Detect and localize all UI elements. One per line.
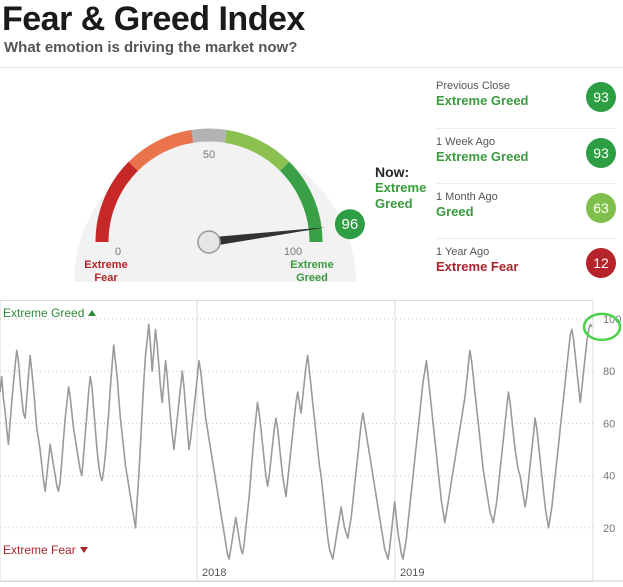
triangle-down-icon <box>79 547 88 553</box>
fear-greed-gauge: 0 50 100 Extreme Fear Extreme Greed 96 <box>74 128 365 284</box>
y-tick-label-0: 20 <box>603 523 615 535</box>
series-line <box>0 323 593 560</box>
history-divider <box>436 183 616 184</box>
history-divider <box>436 238 616 239</box>
header-divider <box>0 67 623 68</box>
chart-frame <box>0 300 594 582</box>
gauge-arc-segment-2 <box>191 128 227 143</box>
history-rating: Extreme Fear <box>436 259 519 274</box>
history-score: 12 <box>586 248 616 278</box>
chart-bottom-label-text: Extreme Fear <box>3 543 76 557</box>
gauge-max-label: 100 <box>284 246 302 258</box>
history-1-year-ago: 1 Year Ago Extreme Fear 12 <box>436 246 616 290</box>
history-label: 1 Year Ago <box>436 246 490 258</box>
history-label: Previous Close <box>436 80 510 92</box>
gauge-min-label: 0 <box>115 246 121 258</box>
chart-extreme-fear-label: Extreme Fear <box>3 543 88 557</box>
gauge-right-label-2: Greed <box>296 272 328 284</box>
history-1-month-ago: 1 Month Ago Greed 63 <box>436 191 616 235</box>
now-label: Now: <box>375 164 410 180</box>
gauge-mid-label: 50 <box>203 149 215 161</box>
gauge-value: 96 <box>342 216 359 233</box>
page-title: Fear & Greed Index <box>2 0 305 38</box>
history-rating: Extreme Greed <box>436 93 529 108</box>
y-tick-label-4: 100 <box>603 314 621 326</box>
page-subtitle: What emotion is driving the market now? <box>4 39 298 56</box>
history-previous-close: Previous Close Extreme Greed 93 <box>436 80 616 124</box>
history-line-chart: 20 40 60 80 100 2018 2019 <box>0 300 623 582</box>
gauge-arc-segment-0 <box>95 161 139 243</box>
gauge-needle <box>208 227 327 247</box>
chart-top-label-text: Extreme Greed <box>3 306 85 320</box>
gauge-arc-segment-4 <box>279 161 323 243</box>
x-tick-label-1: 2019 <box>400 567 424 579</box>
now-value: Extreme Greed <box>375 180 427 211</box>
history-divider <box>436 128 616 129</box>
history-label: 1 Month Ago <box>436 191 498 203</box>
latest-value-highlight <box>582 312 622 342</box>
gauge-left-label-2: Fear <box>94 272 118 284</box>
history-rating: Greed <box>436 204 474 219</box>
history-1-week-ago: 1 Week Ago Extreme Greed 93 <box>436 136 616 180</box>
history-rating: Extreme Greed <box>436 149 529 164</box>
gauge-arc-segment-3 <box>224 129 290 172</box>
history-score: 93 <box>586 82 616 112</box>
x-tick-label-0: 2018 <box>202 567 226 579</box>
gauge-right-label-1: Extreme <box>290 259 333 271</box>
y-tick-label-1: 40 <box>603 471 615 483</box>
chart-extreme-greed-label: Extreme Greed <box>3 306 97 320</box>
gauge-hub <box>197 230 221 254</box>
gauge-value-circle <box>334 209 365 240</box>
y-tick-label-3: 80 <box>603 366 615 378</box>
triangle-up-icon <box>88 310 97 316</box>
y-tick-label-2: 60 <box>603 418 615 430</box>
history-label: 1 Week Ago <box>436 136 496 148</box>
history-score: 93 <box>586 138 616 168</box>
gauge-arc-segment-1 <box>128 129 194 172</box>
history-score: 63 <box>586 193 616 223</box>
gauge-left-label-1: Extreme <box>84 259 127 271</box>
